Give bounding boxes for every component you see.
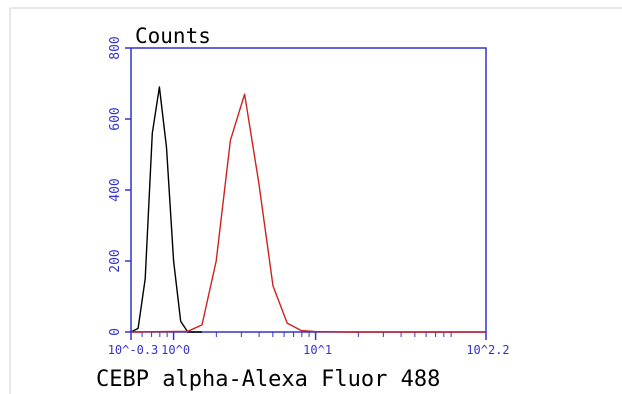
y-tick-label: 800 <box>108 36 123 59</box>
x-axis-label: CEBP alpha-Alexa Fluor 488 <box>96 367 440 392</box>
y-axis: 0 200 400 600 800 <box>108 36 131 336</box>
y-tick-label: 0 <box>108 328 123 336</box>
series-layer <box>130 86 486 333</box>
y-tick-label: 400 <box>108 178 123 201</box>
y-tick-label: 600 <box>108 107 123 130</box>
x-tick-label: 10^1 <box>303 343 332 357</box>
chart-title: Counts <box>135 24 211 48</box>
x-tick-label: 10^0 <box>161 343 190 357</box>
series-line-1 <box>130 86 202 333</box>
x-axis: 10^-0.3 10^0 10^1 10^2.2 <box>108 332 510 357</box>
x-tick-label: 10^2.2 <box>466 343 509 357</box>
y-tick-label: 200 <box>108 249 123 272</box>
plot-area-frame <box>130 47 487 333</box>
x-tick-label: 10^-0.3 <box>108 343 159 357</box>
series-line-2 <box>130 93 486 333</box>
